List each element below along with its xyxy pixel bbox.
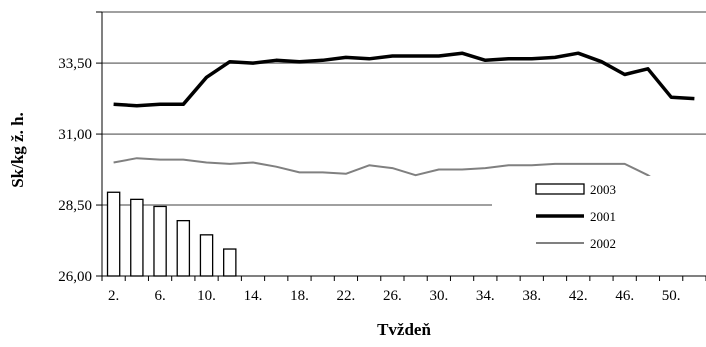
x-tick-label: 42. <box>569 288 588 304</box>
legend-swatch-2003 <box>535 183 585 195</box>
x-tick-label: 10. <box>197 288 216 304</box>
bar-2003 <box>153 205 167 277</box>
x-tick-label: 46. <box>615 288 634 304</box>
bar-2003 <box>199 234 214 277</box>
x-tick-label: 6. <box>154 288 165 304</box>
x-axis-title: Tvždeň <box>377 320 431 339</box>
x-tick-label: 34. <box>476 288 495 304</box>
x-tick-label: 50. <box>662 288 681 304</box>
y-axis-ticks: 26,00 28,50 31,00 33,50 <box>58 11 102 285</box>
y-tick-label: 28,50 <box>58 198 92 214</box>
legend-label-2002: 2002 <box>590 236 616 251</box>
bar-2003 <box>130 198 144 277</box>
x-tick-label: 2. <box>108 288 119 304</box>
y-tick-label: 33,50 <box>58 56 92 72</box>
legend: 2003 2001 2002 <box>492 176 706 252</box>
y-tick-label: 31,00 <box>58 127 92 143</box>
x-tick-label: 14. <box>244 288 263 304</box>
legend-label-2001: 2001 <box>590 209 616 224</box>
x-tick-label: 18. <box>290 288 309 304</box>
line-series <box>113 51 695 192</box>
x-tick-label: 30. <box>429 288 448 304</box>
legend-label-2003: 2003 <box>590 182 616 197</box>
bar-2003 <box>106 191 121 277</box>
bar-2003 <box>223 248 237 277</box>
x-tick-label: 38. <box>522 288 541 304</box>
y-tick-label: 26,00 <box>58 269 92 285</box>
bar-2003 <box>176 219 191 277</box>
bar-series-2003 <box>106 191 237 277</box>
x-axis-ticks: 2. 6. 10. 14. 18. 22. 26. 30. 34. 38. 42. 46. 50. <box>101 276 706 304</box>
y-axis-title: Sk/kg ž. h. <box>8 112 27 188</box>
legend-background <box>492 176 706 252</box>
series-line-2001 <box>113 51 695 108</box>
series-line-2002 <box>113 157 695 192</box>
x-tick-label: 22. <box>337 288 356 304</box>
x-tick-label: 26. <box>383 288 402 304</box>
